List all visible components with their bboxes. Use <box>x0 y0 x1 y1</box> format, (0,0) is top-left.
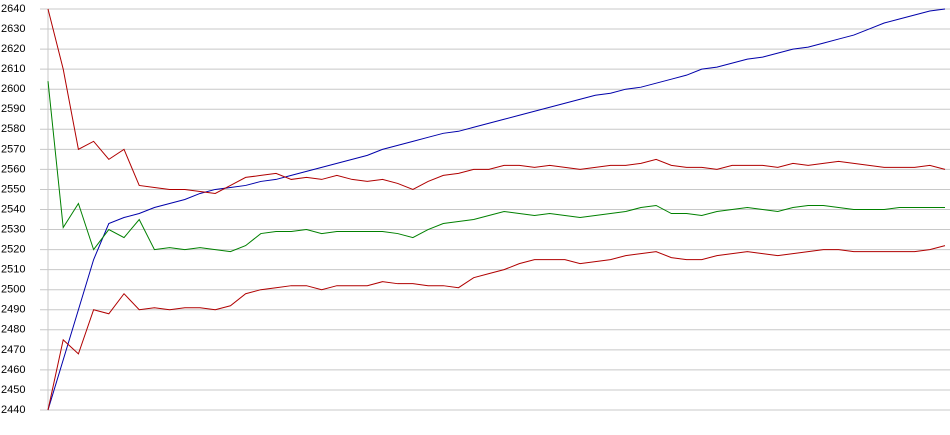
y-tick-label: 2580 <box>1 123 25 135</box>
y-tick-label: 2450 <box>1 384 25 396</box>
y-tick-label: 2500 <box>1 284 25 296</box>
series-line <box>47 245 946 411</box>
y-tick-label: 2530 <box>1 223 25 235</box>
y-tick-label: 2520 <box>1 244 25 256</box>
series-line <box>47 8 946 194</box>
y-tick-label: 2620 <box>1 43 25 55</box>
y-tick-label: 2600 <box>1 83 25 95</box>
y-tick-label: 2610 <box>1 63 25 75</box>
series-line <box>47 81 945 253</box>
y-tick-label: 2490 <box>1 304 25 316</box>
y-tick-label: 2470 <box>1 344 25 356</box>
y-tick-label: 2560 <box>1 163 25 175</box>
y-tick-label: 2480 <box>1 324 25 336</box>
y-tick-label: 2460 <box>1 364 25 376</box>
y-tick-label: 2590 <box>1 103 25 115</box>
y-tick-label: 2640 <box>1 3 25 15</box>
series-line <box>47 8 946 411</box>
y-tick-label: 2540 <box>1 203 25 215</box>
y-tick-label: 2510 <box>1 264 25 276</box>
y-tick-label: 2630 <box>1 23 25 35</box>
y-tick-label: 2440 <box>1 404 25 416</box>
y-tick-label: 2550 <box>1 183 25 195</box>
y-tick-label: 2570 <box>1 143 25 155</box>
